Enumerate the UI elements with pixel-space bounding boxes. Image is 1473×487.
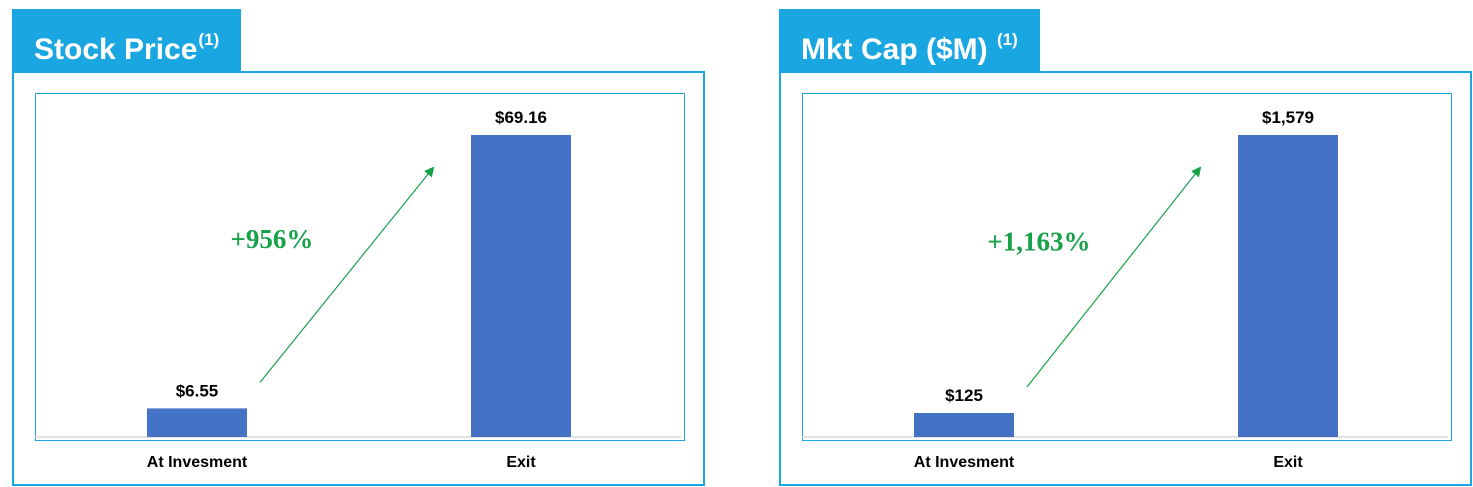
growth-arrow	[1026, 166, 1202, 388]
category-label: At Invesment	[147, 454, 248, 471]
stock-price-outer-frame	[12, 71, 705, 486]
market-cap-title: Mkt Cap ($M)	[801, 33, 988, 66]
market-cap-footnote-ref: (1)	[997, 30, 1018, 49]
category-label: Exit	[506, 454, 536, 471]
category-label: At Invesment	[914, 454, 1015, 471]
market-cap-plot-frame	[802, 93, 1452, 441]
growth-percent-label: +956%	[231, 224, 314, 254]
bar-exit	[1238, 135, 1338, 437]
stock-price-chart: $6.55 At Invesment $69.16 Exit +956%	[35, 108, 681, 471]
stock-price-panel: Stock Price(1) $6.55 At Invesment $69.16 Ex…	[12, 0, 707, 487]
stock-price-title: Stock Price	[34, 33, 198, 66]
stock-price-plot-frame	[35, 93, 685, 441]
data-label: $1,579	[1262, 108, 1314, 127]
market-cap-panel: Mkt Cap ($M) (1) $125 At Invesment $1,579 E…	[779, 0, 1473, 487]
data-label: $69.16	[495, 108, 547, 127]
bar-at-investment	[147, 408, 247, 437]
category-label: Exit	[1273, 454, 1303, 471]
stock-price-footnote-ref: (1)	[198, 30, 220, 49]
market-cap-chart: $125 At Invesment $1,579 Exit +1,163%	[802, 108, 1448, 471]
bar-exit	[471, 135, 571, 437]
stock-price-title-tab: Stock Price(1)	[12, 9, 242, 71]
market-cap-outer-frame	[779, 71, 1472, 486]
growth-arrow	[259, 166, 435, 383]
data-label: $125	[945, 386, 983, 405]
bar-at-investment	[914, 413, 1014, 437]
market-cap-title-tab: Mkt Cap ($M) (1)	[779, 9, 1040, 71]
data-label: $6.55	[176, 381, 219, 400]
growth-percent-label: +1,163%	[987, 227, 1090, 257]
